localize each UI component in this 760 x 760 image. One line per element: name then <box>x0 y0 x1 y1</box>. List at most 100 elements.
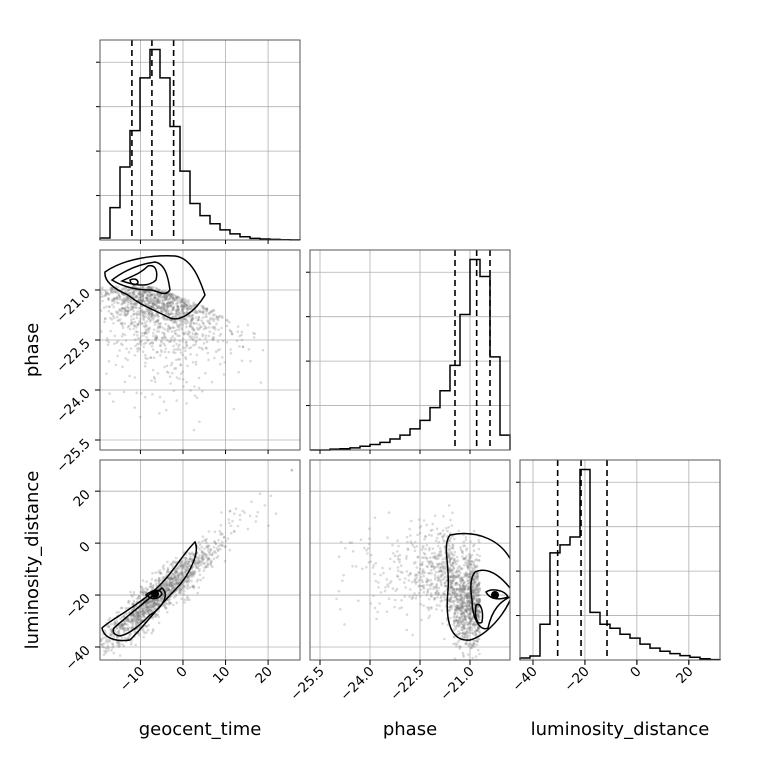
sample-point <box>107 618 110 621</box>
sample-point <box>442 593 446 596</box>
sample-point <box>406 547 410 551</box>
sample-point <box>167 587 171 591</box>
sample-point <box>132 290 135 294</box>
sample-point <box>169 382 172 385</box>
sample-point <box>214 327 217 331</box>
sample-point <box>477 626 480 630</box>
sample-point <box>127 306 130 309</box>
sample-point <box>385 610 389 613</box>
sample-point <box>207 311 211 315</box>
xlabel-phase: phase <box>383 719 437 740</box>
sample-point <box>458 599 462 602</box>
sample-point <box>469 556 473 559</box>
sample-point <box>457 625 461 628</box>
sample-point <box>458 616 461 619</box>
sample-point <box>213 540 216 543</box>
sample-point <box>128 632 131 636</box>
sample-point <box>140 585 143 589</box>
sample-point <box>142 285 145 289</box>
sample-point <box>185 307 189 311</box>
sample-point <box>155 299 159 302</box>
samples-2-1 <box>335 504 482 660</box>
sample-point <box>447 606 451 609</box>
sample-point <box>145 625 149 628</box>
sample-point <box>121 626 124 629</box>
sample-point <box>462 597 466 600</box>
sample-point <box>182 305 186 309</box>
sample-point <box>153 300 156 303</box>
sample-point <box>140 609 144 612</box>
sample-point <box>159 309 163 313</box>
sample-point <box>134 303 138 307</box>
contours-2-1 <box>445 532 510 641</box>
sample-point <box>172 307 175 311</box>
sample-point <box>135 623 139 626</box>
sample-point <box>204 565 208 568</box>
sample-point <box>173 315 177 319</box>
sample-point <box>413 580 417 584</box>
sample-point <box>451 569 454 572</box>
sample-point <box>210 380 214 384</box>
sample-point <box>465 595 469 599</box>
sample-point <box>451 511 454 515</box>
sample-point <box>123 312 127 315</box>
sample-point <box>478 618 481 621</box>
sample-point <box>190 552 193 556</box>
sample-point <box>181 310 184 313</box>
sample-point <box>469 601 472 604</box>
sample-point <box>448 557 452 560</box>
sample-point <box>191 317 194 321</box>
sample-point <box>145 601 149 605</box>
sample-point <box>206 560 209 563</box>
sample-point <box>134 643 137 647</box>
sample-point <box>175 295 178 299</box>
sample-point <box>108 293 111 296</box>
sample-point <box>192 344 195 347</box>
sample-point <box>196 319 199 322</box>
sample-point <box>459 566 462 570</box>
sample-point <box>451 579 455 583</box>
sample-point <box>137 614 140 617</box>
sample-point <box>453 609 457 612</box>
sample-point <box>476 609 480 613</box>
sample-point <box>157 301 160 305</box>
sample-point <box>120 306 124 310</box>
sample-point <box>105 339 109 343</box>
sample-point <box>167 583 170 587</box>
sample-point <box>158 569 162 572</box>
sample-point <box>135 326 138 329</box>
sample-point <box>180 560 183 564</box>
sample-point <box>429 587 432 591</box>
sample-point <box>435 527 439 530</box>
panel-body-2-0 <box>100 468 294 657</box>
sample-point <box>261 348 265 352</box>
sample-point <box>476 601 480 604</box>
sample-point <box>471 584 475 587</box>
sample-point <box>134 301 138 305</box>
sample-point <box>448 596 452 600</box>
sample-point <box>171 315 175 319</box>
sample-point <box>452 590 456 593</box>
sample-point <box>115 631 119 634</box>
sample-point <box>170 562 174 566</box>
sample-point <box>182 321 185 324</box>
sample-point <box>173 339 176 343</box>
sample-point <box>155 313 158 317</box>
sample-point <box>463 556 466 560</box>
sample-point <box>159 571 162 575</box>
sample-point <box>149 300 153 303</box>
sample-point <box>174 581 178 584</box>
sample-point <box>469 620 472 623</box>
sample-point <box>386 536 389 539</box>
sample-point <box>435 585 438 589</box>
sample-point <box>181 309 185 313</box>
sample-point <box>475 599 479 603</box>
sample-point <box>143 331 147 335</box>
sample-point <box>168 313 171 316</box>
sample-point <box>144 590 148 594</box>
sample-point <box>447 554 451 557</box>
sample-point <box>215 556 219 559</box>
sample-point <box>117 294 121 298</box>
sample-point <box>184 357 188 361</box>
sample-point <box>190 571 193 574</box>
